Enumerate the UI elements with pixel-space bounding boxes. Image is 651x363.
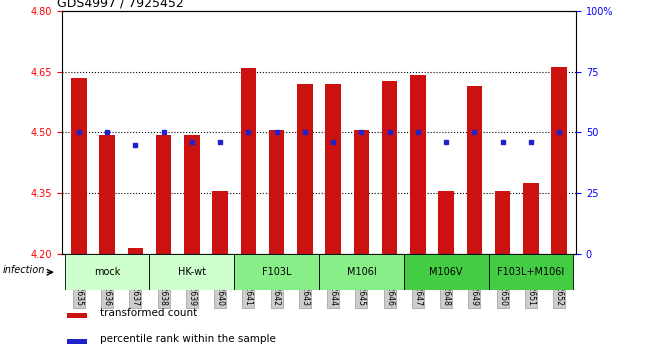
Bar <box>488 254 574 290</box>
Bar <box>551 67 567 254</box>
Bar <box>71 78 87 254</box>
Text: HK-wt: HK-wt <box>178 267 206 277</box>
Bar <box>184 135 200 254</box>
Bar <box>212 191 228 254</box>
Bar <box>269 130 284 254</box>
Bar <box>382 81 397 254</box>
Text: M106I: M106I <box>346 267 376 277</box>
Bar <box>467 86 482 254</box>
Bar <box>523 183 538 254</box>
Text: GDS4997 / 7925452: GDS4997 / 7925452 <box>57 0 184 10</box>
Text: percentile rank within the sample: percentile rank within the sample <box>100 334 276 344</box>
Bar <box>297 84 312 254</box>
Text: M106V: M106V <box>430 267 463 277</box>
Bar <box>438 191 454 254</box>
Bar <box>150 254 234 290</box>
Bar <box>404 254 488 290</box>
Bar <box>319 254 404 290</box>
Bar <box>67 313 87 318</box>
Bar <box>128 248 143 254</box>
Bar <box>241 69 256 254</box>
Bar <box>234 254 319 290</box>
Bar <box>495 191 510 254</box>
Bar <box>67 339 87 344</box>
Text: infection: infection <box>3 265 46 276</box>
Bar <box>326 84 341 254</box>
Text: F103L: F103L <box>262 267 292 277</box>
Bar <box>353 130 369 254</box>
Bar <box>410 75 426 254</box>
Text: F103L+M106I: F103L+M106I <box>497 267 564 277</box>
Bar <box>156 135 171 254</box>
Bar <box>64 254 150 290</box>
Text: mock: mock <box>94 267 120 277</box>
Text: transformed count: transformed count <box>100 308 198 318</box>
Bar <box>100 135 115 254</box>
